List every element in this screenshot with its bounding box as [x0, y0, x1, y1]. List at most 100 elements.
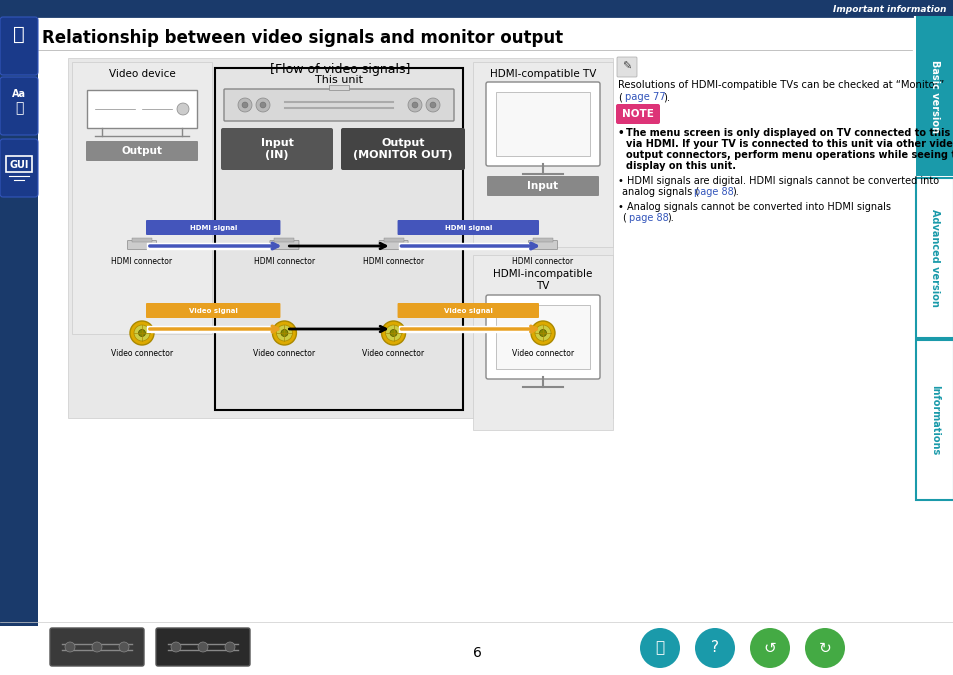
FancyBboxPatch shape: [0, 17, 38, 75]
Bar: [0, 16, 38, 626]
Bar: [87, 90, 196, 128]
Text: Output: Output: [121, 146, 162, 156]
Circle shape: [535, 325, 551, 341]
Circle shape: [237, 98, 252, 112]
Circle shape: [385, 325, 401, 341]
Text: • HDMI signals are digital. HDMI signals cannot be converted into: • HDMI signals are digital. HDMI signals…: [618, 176, 938, 186]
Text: (: (: [621, 213, 625, 223]
Circle shape: [198, 642, 208, 652]
Bar: [68, 58, 613, 418]
Bar: [214, 68, 462, 410]
Bar: [496, 92, 589, 156]
Circle shape: [430, 102, 436, 108]
Circle shape: [539, 329, 546, 337]
Text: Video signal: Video signal: [189, 308, 237, 314]
Text: [Flow of video signals]: [Flow of video signals]: [270, 63, 410, 76]
Text: ?: ?: [710, 641, 719, 655]
Circle shape: [804, 628, 844, 668]
Text: 👓: 👓: [15, 101, 23, 115]
Circle shape: [171, 642, 181, 652]
Text: Video connector: Video connector: [362, 348, 424, 358]
Text: HDMI connector: HDMI connector: [253, 257, 314, 267]
Circle shape: [91, 642, 102, 652]
FancyBboxPatch shape: [397, 303, 538, 318]
Text: Informations: Informations: [929, 385, 939, 455]
Bar: [473, 62, 613, 247]
Text: Aa: Aa: [12, 89, 26, 99]
Circle shape: [381, 321, 405, 345]
Text: output connectors, perform menu operations while seeing the: output connectors, perform menu operatio…: [625, 150, 953, 160]
FancyBboxPatch shape: [378, 240, 408, 250]
Text: Relationship between video signals and monitor output: Relationship between video signals and m…: [42, 29, 562, 47]
Circle shape: [130, 321, 153, 345]
FancyBboxPatch shape: [146, 303, 280, 318]
FancyBboxPatch shape: [397, 220, 538, 235]
Text: ✎: ✎: [621, 62, 631, 72]
Text: (: (: [618, 92, 621, 102]
Text: display on this unit.: display on this unit.: [625, 161, 735, 171]
Bar: [915, 340, 953, 500]
Bar: [915, 16, 953, 176]
Bar: [274, 238, 294, 242]
Text: via HDMI. If your TV is connected to this unit via other video: via HDMI. If your TV is connected to thi…: [625, 139, 953, 149]
FancyBboxPatch shape: [486, 176, 598, 196]
Text: ).: ).: [662, 92, 669, 102]
Text: This unit: This unit: [314, 75, 363, 85]
Text: Advanced version: Advanced version: [929, 209, 939, 307]
Text: Basic version: Basic version: [929, 59, 939, 132]
Bar: [132, 238, 152, 242]
FancyBboxPatch shape: [528, 240, 557, 250]
Text: The menu screen is only displayed on TV connected to this unit: The menu screen is only displayed on TV …: [625, 128, 953, 138]
Bar: [329, 85, 349, 90]
Text: ↻: ↻: [818, 641, 830, 655]
Text: • Analog signals cannot be converted into HDMI signals: • Analog signals cannot be converted int…: [618, 202, 890, 212]
Circle shape: [138, 329, 146, 337]
Circle shape: [390, 329, 396, 337]
FancyBboxPatch shape: [221, 128, 333, 170]
Circle shape: [412, 102, 417, 108]
FancyBboxPatch shape: [485, 82, 599, 166]
Text: HDMI signal: HDMI signal: [190, 225, 236, 231]
Bar: [915, 178, 953, 338]
Circle shape: [242, 102, 248, 108]
FancyBboxPatch shape: [50, 628, 144, 666]
Circle shape: [255, 98, 270, 112]
FancyBboxPatch shape: [156, 628, 250, 666]
Circle shape: [65, 642, 75, 652]
Circle shape: [749, 628, 789, 668]
Text: HDMI-compatible TV: HDMI-compatible TV: [489, 69, 596, 79]
Text: Video signal: Video signal: [443, 308, 492, 314]
Bar: [0, 0, 953, 16]
Text: analog signals (: analog signals (: [621, 187, 699, 197]
Text: Output
(MONITOR OUT): Output (MONITOR OUT): [353, 138, 453, 160]
FancyBboxPatch shape: [617, 57, 637, 77]
Text: ).: ).: [731, 187, 738, 197]
Text: HDMI-incompatible
TV: HDMI-incompatible TV: [493, 269, 592, 291]
Circle shape: [276, 325, 293, 341]
Text: page 88: page 88: [628, 213, 668, 223]
Text: Input: Input: [527, 181, 558, 191]
Circle shape: [177, 103, 189, 115]
Circle shape: [408, 98, 421, 112]
Circle shape: [133, 325, 150, 341]
Text: Video connector: Video connector: [512, 348, 574, 358]
Text: Resolutions of HDMI-compatible TVs can be checked at “Monitor”: Resolutions of HDMI-compatible TVs can b…: [618, 80, 943, 90]
Circle shape: [260, 102, 266, 108]
Circle shape: [531, 321, 555, 345]
Circle shape: [225, 642, 234, 652]
FancyBboxPatch shape: [224, 89, 454, 121]
Text: 6: 6: [472, 646, 481, 660]
FancyBboxPatch shape: [270, 240, 298, 250]
FancyBboxPatch shape: [128, 240, 156, 250]
Text: ↺: ↺: [762, 641, 776, 655]
Text: HDMI connector: HDMI connector: [112, 257, 172, 267]
FancyBboxPatch shape: [0, 77, 38, 135]
Text: •: •: [618, 128, 628, 138]
Text: Video connector: Video connector: [253, 348, 315, 358]
Text: HDMI connector: HDMI connector: [363, 257, 424, 267]
Text: Important information: Important information: [832, 5, 945, 14]
FancyBboxPatch shape: [86, 141, 198, 161]
Text: Video device: Video device: [109, 69, 175, 79]
Text: GUI: GUI: [10, 160, 29, 170]
Bar: [383, 238, 403, 242]
